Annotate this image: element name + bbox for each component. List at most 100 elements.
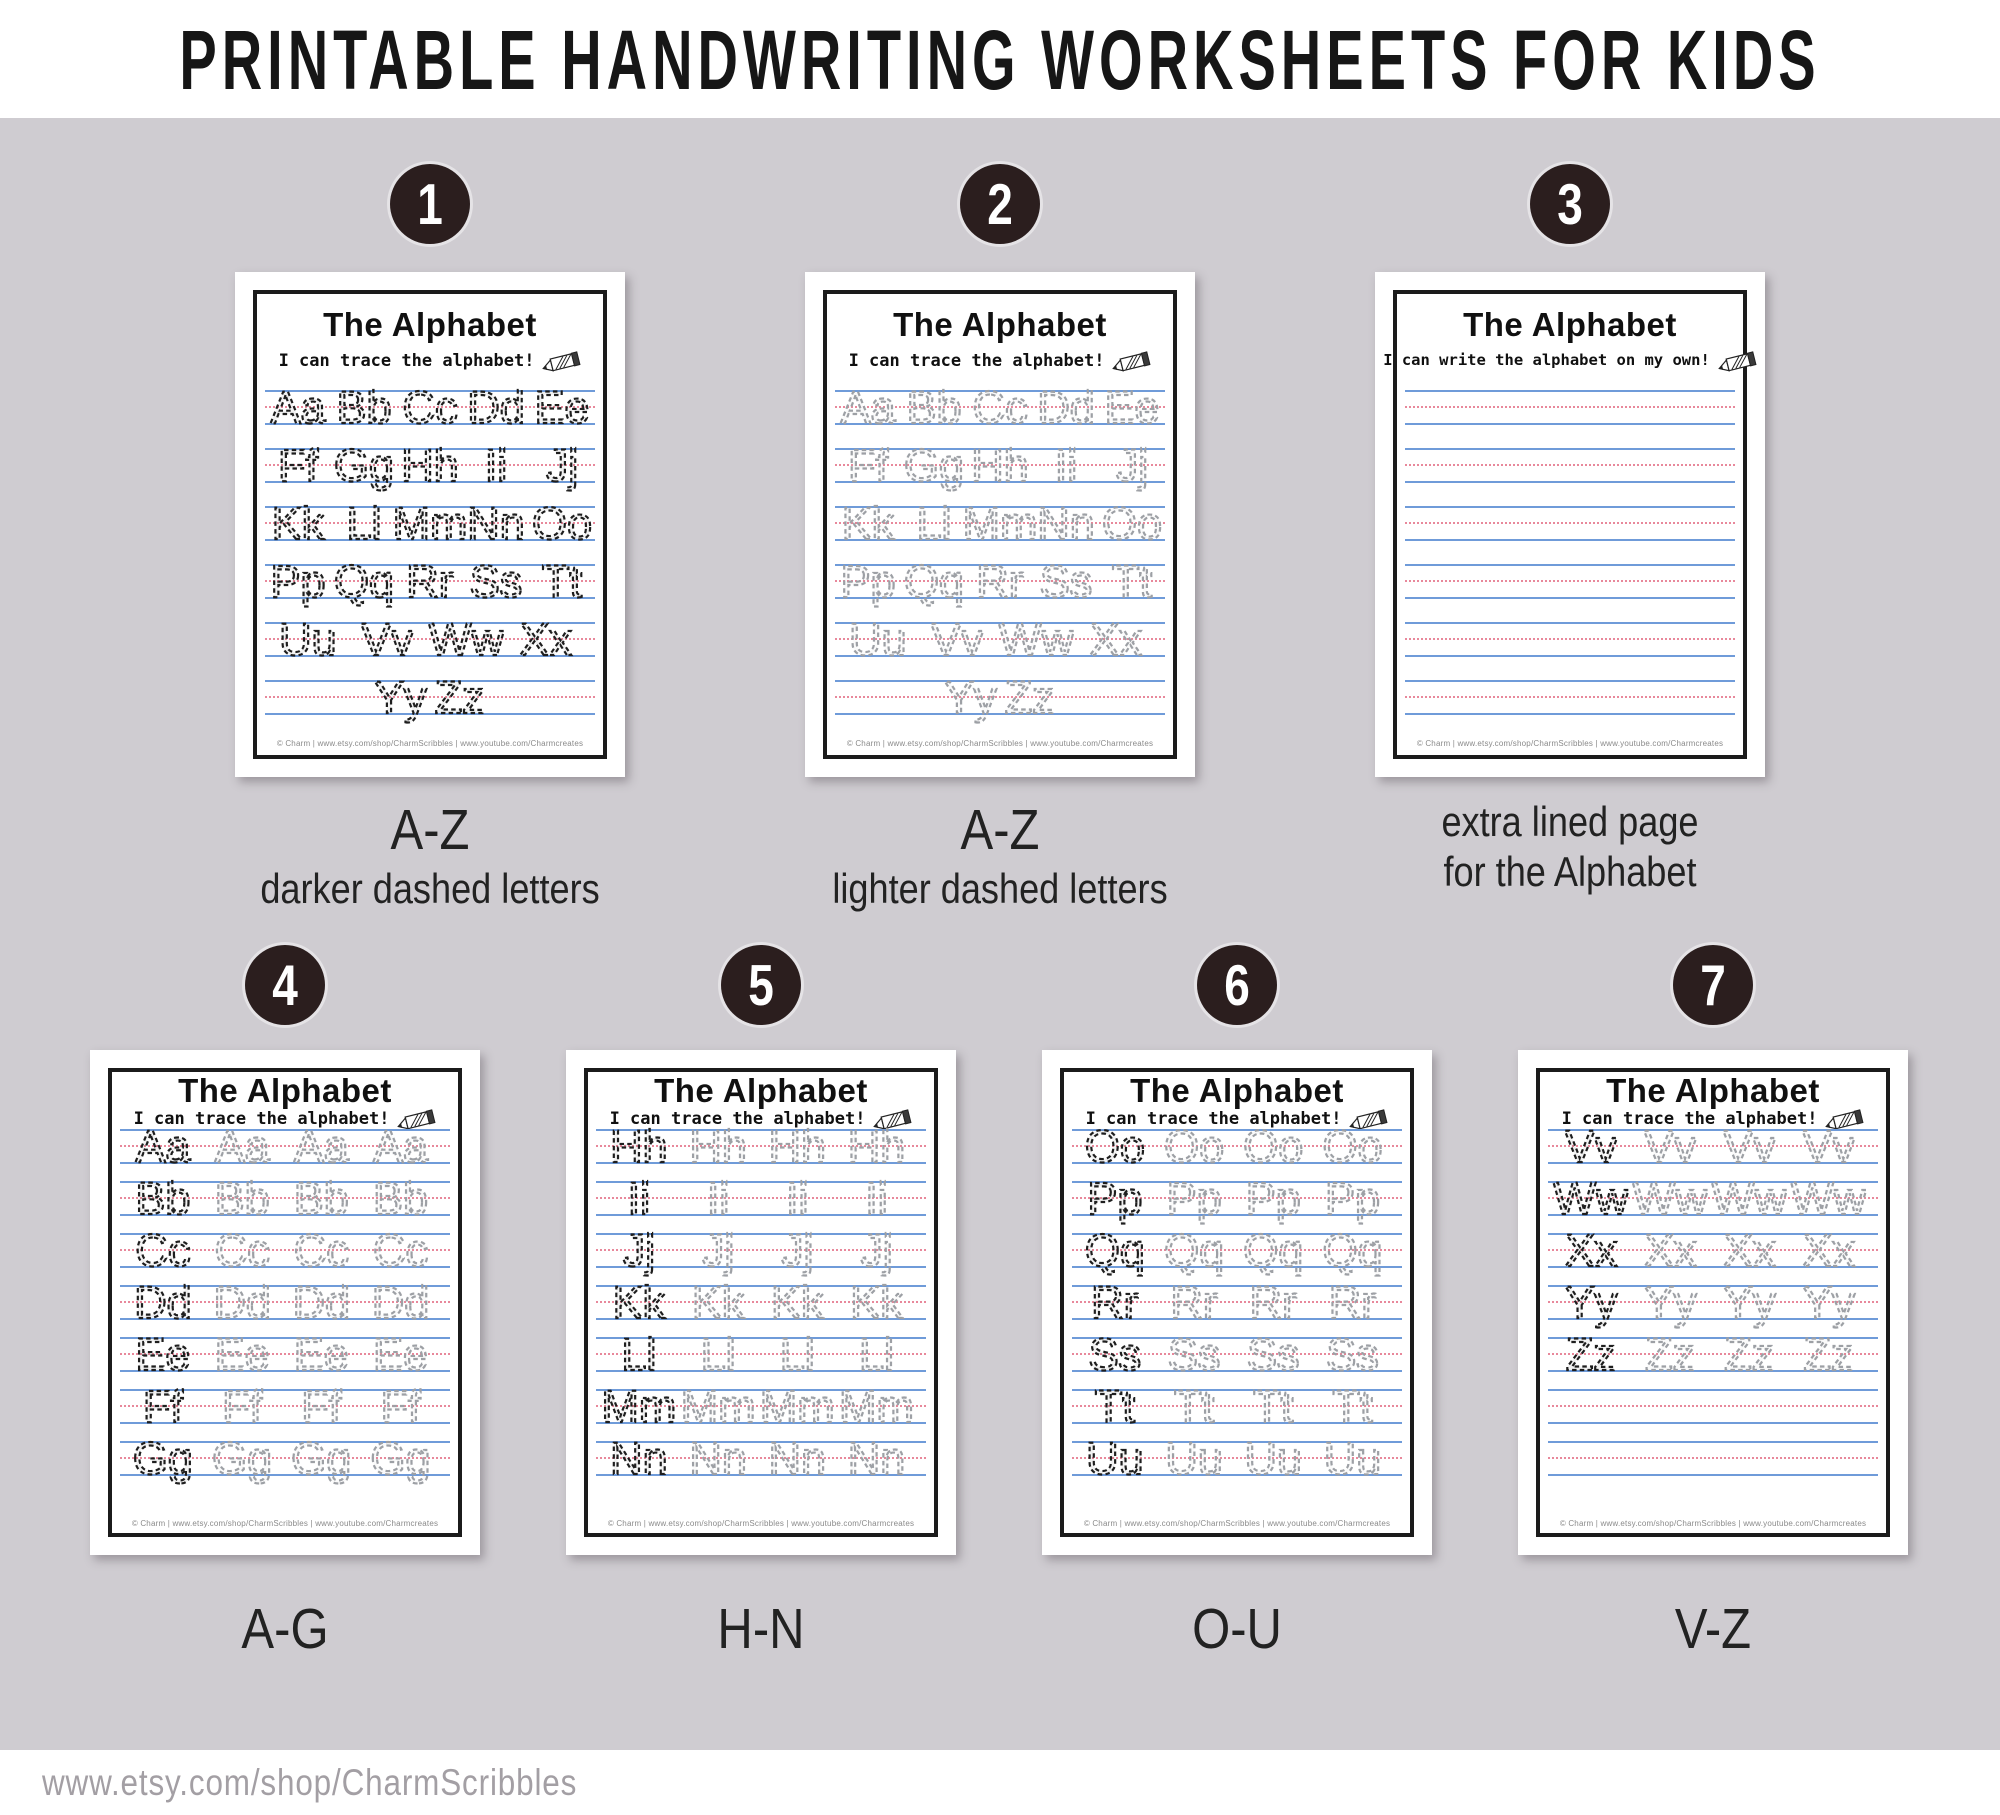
writing-lines-area: Hh Hh Hh Hh Ii Ii Ii Ii Jj Jj Jj Jj Kk Kk Kk Kk Ll Ll Ll Ll… — [596, 1050, 926, 1555]
trace-letter-pair: Xx — [1644, 1225, 1697, 1276]
trace-letter-pair: Hh — [971, 440, 1029, 491]
page-copyright: © Charm | www.etsy.com/shop/CharmScribbl… — [1559, 1519, 1867, 1528]
page-border — [253, 290, 607, 759]
worksheet-subtitle-text: I can trace the alphabet! — [133, 1108, 390, 1129]
blue-line — [835, 506, 1165, 508]
worksheet-caption-4: A-G — [25, 1596, 545, 1663]
trace-letter-row: Yy Zz — [943, 671, 1056, 724]
ruled-line-set — [1405, 564, 1735, 599]
trace-letter-pair: Yy — [1723, 1277, 1776, 1328]
trace-letter-pair: Jj — [781, 1225, 814, 1276]
writing-lines-area: Oo Oo Oo Oo Pp Pp Pp Pp Qq Qq Qq Qq Rr Rr Rr Rr Ss Ss Ss Ss… — [1072, 1050, 1402, 1555]
ruled-line-set: Bb Bb Bb Bb — [120, 1172, 450, 1225]
step-badge-1: 1 — [390, 164, 470, 244]
page-border — [1060, 1068, 1414, 1537]
ruled-line-set: Vv Vv Vv Vv — [1548, 1120, 1878, 1173]
blue-line — [1405, 622, 1735, 624]
step-number: 5 — [748, 952, 774, 1018]
trace-letter-pair: Aa — [294, 1121, 350, 1172]
blue-line — [1072, 1266, 1402, 1268]
trace-letter-pair: Cc — [373, 1225, 428, 1276]
pencil-icon — [1718, 351, 1757, 372]
trace-letter-pair: Vv — [1723, 1121, 1776, 1172]
trace-letter-pair: Qq — [1243, 1225, 1303, 1276]
trace-letter-pair: Vv — [931, 614, 984, 665]
red-dotted-line — [1405, 580, 1735, 582]
step-badge-7: 7 — [1673, 945, 1753, 1025]
page-copyright: © Charm | www.etsy.com/shop/CharmScribbl… — [131, 1519, 439, 1528]
trace-letter-pair: Qq — [1322, 1225, 1382, 1276]
blue-line — [596, 1370, 926, 1372]
trace-letter-row: Qq Qq Qq Qq — [1084, 1224, 1384, 1277]
blue-line — [265, 713, 595, 715]
ruled-line-set: Cc Cc Cc Cc — [120, 1224, 450, 1277]
trace-letter-pair: Rr — [1250, 1277, 1297, 1328]
trace-letter-pair: Ii — [786, 1173, 809, 1224]
worksheet-page-2: The Alphabet I can trace the alphabet! Aa B… — [805, 272, 1195, 777]
trace-letter-pair: Vv — [1644, 1121, 1697, 1172]
blue-line — [1405, 506, 1735, 508]
ruled-line-set: Zz Zz Zz Zz — [1548, 1328, 1878, 1381]
step-badge-2: 2 — [960, 164, 1040, 244]
caption-line: A-G — [241, 1597, 329, 1661]
step-badge-4: 4 — [245, 945, 325, 1025]
trace-letter-pair: Mm — [839, 1381, 914, 1432]
trace-letter-pair: Aa — [215, 1121, 271, 1172]
worksheet-caption-2: A-Z lighter dashed letters — [740, 797, 1260, 914]
trace-letter-pair: Rr — [1329, 1277, 1376, 1328]
worksheet-subtitle: I can trace the alphabet! — [805, 350, 1195, 372]
worksheet-subtitle: I can trace the alphabet! — [90, 1108, 480, 1130]
red-dotted-line — [1405, 522, 1735, 524]
trace-letter-pair: Gg — [334, 440, 394, 491]
ruled-line-set: Oo Oo Oo Oo — [1072, 1120, 1402, 1173]
worksheet-caption-6: O-U — [977, 1596, 1497, 1663]
blue-line — [120, 1129, 450, 1131]
worksheet-subtitle-text: I can trace the alphabet! — [278, 350, 535, 371]
worksheet-page-1: The Alphabet I can trace the alphabet! Aa B… — [235, 272, 625, 777]
trace-letter-pair: Yy — [1802, 1277, 1855, 1328]
ruled-line-set: Rr Rr Rr Rr — [1072, 1276, 1402, 1329]
trace-letter-pair: Cc — [135, 1225, 190, 1276]
trace-letter-pair: Ff — [278, 440, 318, 491]
blue-line — [1405, 423, 1735, 425]
blue-line — [1548, 1233, 1878, 1235]
ruled-line-set: Aa Aa Aa Aa — [120, 1120, 450, 1173]
blue-line — [265, 390, 595, 392]
blue-line — [835, 423, 1165, 425]
trace-letter-row: Uu Uu Uu Uu — [1085, 1432, 1382, 1485]
trace-letter-pair: Gg — [370, 1433, 430, 1484]
blue-line — [1072, 1370, 1402, 1372]
blue-line — [265, 423, 595, 425]
blue-line — [1072, 1474, 1402, 1476]
pencil-icon — [1825, 1109, 1864, 1130]
trace-letter-row: Rr Rr Rr Rr — [1090, 1276, 1377, 1329]
ruled-line-set: Aa Bb Cc Dd Ee — [835, 381, 1165, 434]
pencil-icon — [542, 351, 581, 372]
writing-lines-area: Aa Bb Cc Dd Ee Ff Gg Hh Ii Jj Kk Ll Mm Nn Oo Pp Qq Rr Ss Tt… — [835, 272, 1165, 777]
worksheet-page-4: The Alphabet I can trace the alphabet! Aa A… — [90, 1050, 480, 1555]
page-border — [108, 1068, 462, 1537]
trace-letter-pair: Ff — [301, 1381, 341, 1432]
ruled-line-set — [1405, 506, 1735, 541]
red-dotted-line — [1405, 696, 1735, 698]
trace-letter-row: Ee Ee Ee Ee — [134, 1328, 429, 1381]
ruled-line-set — [1405, 622, 1735, 657]
blue-line — [120, 1389, 450, 1391]
worksheet-subtitle-text: I can write the alphabet on my own! — [1383, 351, 1710, 370]
blue-line — [265, 564, 595, 566]
blue-line — [1548, 1337, 1878, 1339]
trace-letter-pair: Ee — [294, 1329, 349, 1380]
trace-letter-row: Jj Jj Jj Jj — [622, 1224, 894, 1277]
red-dotted-line — [1405, 638, 1735, 640]
blue-line — [265, 622, 595, 624]
worksheet-subtitle: I can trace the alphabet! — [566, 1108, 956, 1130]
trace-letter-pair: Hh — [610, 1121, 668, 1172]
trace-letter-pair: Ee — [215, 1329, 270, 1380]
trace-letter-pair: Nn — [1037, 498, 1095, 549]
blue-line — [265, 655, 595, 657]
trace-letter-pair: Hh — [769, 1121, 827, 1172]
page-copyright: © Charm | www.etsy.com/shop/CharmScribbl… — [276, 739, 584, 748]
red-dotted-line — [835, 522, 1165, 524]
trace-letter-pair: Nn — [689, 1433, 747, 1484]
blue-line — [1072, 1214, 1402, 1216]
